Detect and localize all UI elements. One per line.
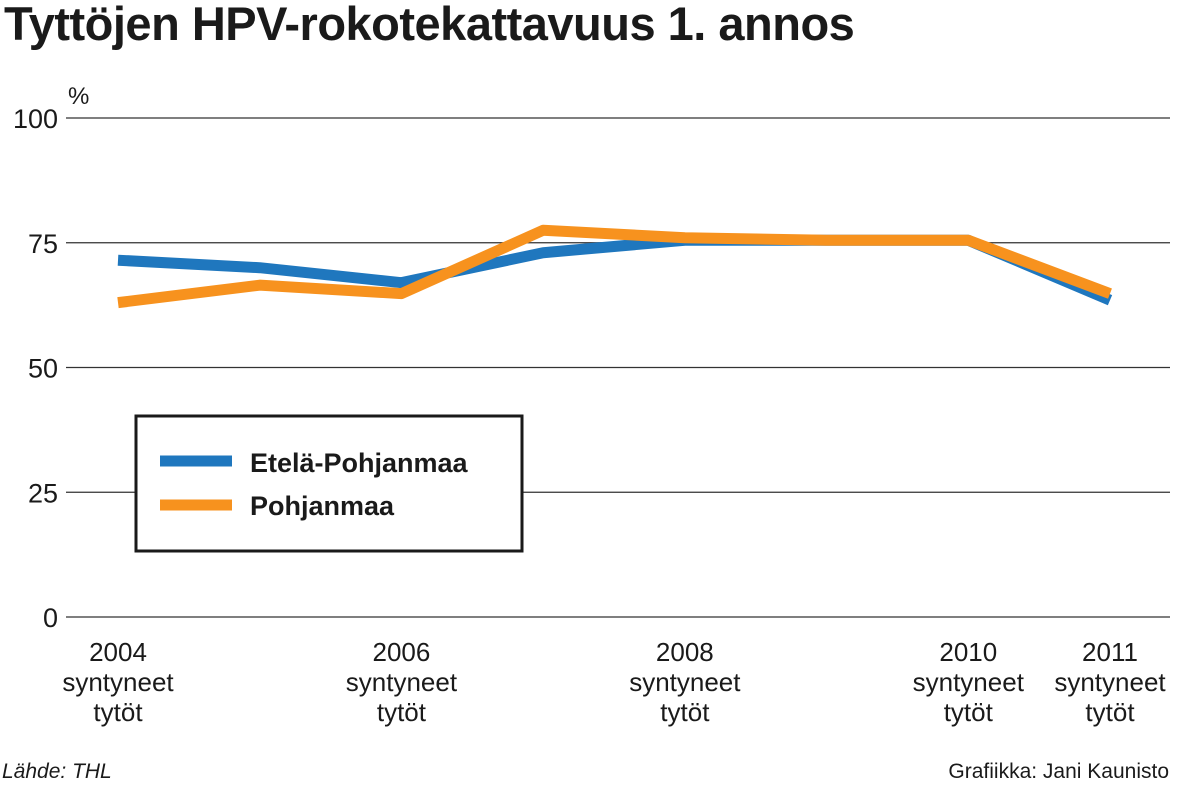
series-line-pohjanmaa	[117, 224, 1112, 309]
series-line-etela-pohjanmaa	[117, 234, 1113, 306]
y-tick-label-25: 25	[28, 478, 58, 508]
x-tick-label-line: tytöt	[660, 697, 710, 727]
x-tick-label-line: tytöt	[944, 697, 994, 727]
x-tick-label-line: syntyneet	[346, 667, 458, 697]
x-tick-label-line: 2011	[1082, 637, 1138, 667]
x-tick-label-line: syntyneet	[62, 667, 174, 697]
legend-box	[134, 414, 524, 553]
x-tick-label-line: syntyneet	[1054, 667, 1166, 697]
source-note: Lähde: THL	[2, 760, 112, 783]
x-tick-label-line: syntyneet	[913, 667, 1025, 697]
y-tick-label-75: 75	[28, 229, 58, 259]
x-axis-ticks: 2004syntyneettytöt2006syntyneettytöt2008…	[62, 637, 1166, 727]
y-axis-ticks: 0 25 50 75 100	[13, 104, 58, 633]
x-tick-label-line: 2008	[656, 637, 714, 667]
series-lines	[117, 224, 1113, 309]
x-tick-label-line: 2004	[89, 637, 147, 667]
legend-label-pohjanmaa: Pohjanmaa	[250, 491, 395, 521]
legend-label-etela-pohjanmaa: Etelä-Pohjanmaa	[250, 448, 469, 478]
x-tick-label-line: tytöt	[93, 697, 143, 727]
x-tick-label-line: syntyneet	[629, 667, 741, 697]
x-tick-label-line: tytöt	[1085, 697, 1135, 727]
x-tick-label-line: tytöt	[377, 697, 427, 727]
graphics-credit: Grafiikka: Jani Kaunisto	[948, 760, 1169, 783]
y-tick-label-50: 50	[28, 354, 58, 384]
chart-title: Tyttöjen HPV-rokotekattavuus 1. annos	[4, 0, 855, 50]
x-tick-label-line: 2010	[939, 637, 997, 667]
x-tick-label-line: 2006	[373, 637, 431, 667]
y-tick-label-0: 0	[43, 603, 58, 633]
y-tick-label-100: 100	[13, 104, 58, 134]
legend: Etelä-Pohjanmaa Pohjanmaa	[134, 414, 524, 553]
y-unit-label: %	[68, 83, 89, 110]
